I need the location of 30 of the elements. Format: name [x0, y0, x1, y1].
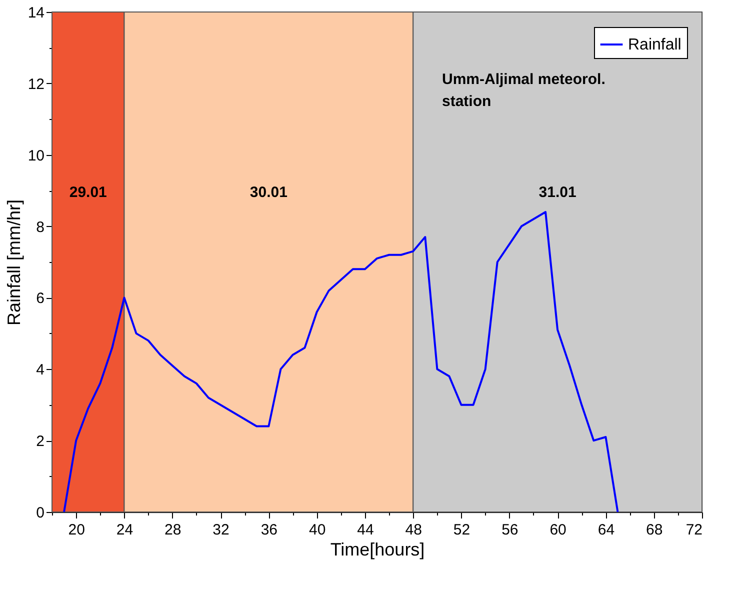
x-tick-label: 20: [68, 522, 85, 538]
annotation: Umm-Aljimal meteorol. station: [442, 71, 606, 110]
legend-label: Rainfall: [628, 36, 682, 54]
band-label: 30.01: [250, 184, 288, 201]
band-label: 31.01: [538, 184, 576, 201]
line-series: [63, 211, 619, 513]
y-tick-label: 2: [36, 433, 44, 450]
x-tick-label: 68: [646, 522, 663, 538]
y-tick-label: 10: [28, 147, 44, 164]
y-tick-label: 6: [36, 290, 44, 308]
x-tick-label: 48: [405, 522, 422, 538]
x-tick-label: 64: [598, 522, 615, 538]
x-axis-title: Time[hours]: [330, 540, 425, 560]
y-axis-title: Rainfall [mm/hr]: [4, 199, 24, 326]
band-label: 29.01: [69, 184, 107, 201]
x-tick-label: 36: [260, 522, 278, 538]
x-tick-label: 32: [212, 522, 230, 538]
y-tick-label: 12: [28, 76, 44, 93]
x-tick-label: 28: [164, 522, 182, 538]
x-tick-label: 52: [453, 522, 470, 538]
x-tick-label: 40: [308, 522, 326, 538]
x-tick-label: 56: [502, 522, 518, 538]
x-tick-label: 60: [550, 522, 566, 538]
y-tick-label: 0: [36, 504, 44, 522]
x-tick-label: 72: [686, 522, 702, 538]
y-tick-label: 4: [36, 362, 44, 379]
x-tick-label: 24: [116, 522, 134, 538]
y-tick-label: 8: [36, 218, 44, 236]
x-tick-label: 44: [357, 522, 374, 538]
y-tick-label: 14: [28, 4, 44, 22]
